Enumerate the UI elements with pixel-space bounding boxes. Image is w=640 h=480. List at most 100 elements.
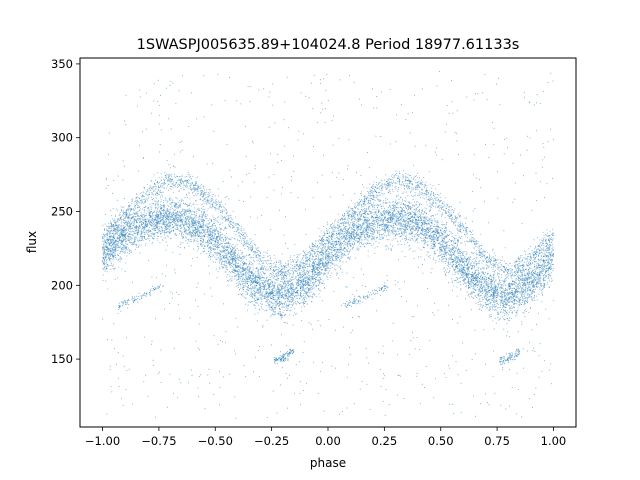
- data-point: [342, 256, 344, 258]
- data-point: [302, 281, 305, 283]
- data-point: [251, 278, 253, 280]
- data-point: [194, 237, 196, 239]
- data-point: [309, 295, 311, 297]
- data-point: [269, 291, 271, 293]
- data-point: [202, 238, 204, 241]
- data-point: [290, 309, 292, 311]
- data-point: [134, 244, 136, 246]
- data-point: [453, 269, 455, 271]
- data-point: [187, 234, 189, 236]
- data-point: [546, 249, 548, 251]
- data-point: [442, 244, 444, 246]
- data-point: [260, 300, 263, 302]
- data-point: [530, 272, 532, 274]
- data-point: [128, 223, 130, 225]
- data-point: [126, 240, 128, 242]
- data-point: [110, 261, 112, 263]
- data-point: [304, 285, 307, 287]
- data-point: [465, 272, 467, 274]
- data-point: [444, 232, 446, 234]
- data-point: [184, 228, 186, 230]
- data-point: [272, 298, 274, 300]
- data-point: [492, 309, 494, 311]
- data-point: [288, 272, 290, 274]
- data-point: [153, 226, 155, 228]
- data-point: [293, 289, 295, 291]
- data-point: [418, 221, 421, 223]
- data-point: [343, 235, 345, 237]
- data-point: [326, 261, 328, 263]
- data-point: [337, 264, 339, 267]
- data-point: [494, 317, 496, 319]
- data-point: [323, 286, 326, 288]
- data-point: [216, 248, 218, 250]
- data-point: [273, 304, 275, 306]
- data-point: [406, 214, 408, 216]
- data-point: [360, 243, 363, 245]
- data-point: [365, 226, 367, 228]
- data-point: [493, 281, 495, 284]
- data-point: [143, 213, 145, 215]
- data-point: [103, 254, 105, 256]
- data-point: [129, 228, 131, 230]
- data-point: [428, 205, 431, 207]
- data-point: [238, 259, 240, 262]
- data-point: [173, 209, 175, 211]
- data-point: [285, 306, 287, 308]
- data-point: [271, 274, 273, 276]
- data-point: [301, 271, 303, 273]
- data-point: [515, 296, 517, 298]
- data-point: [527, 283, 529, 285]
- data-point: [104, 240, 106, 242]
- data-point: [507, 319, 509, 321]
- data-point: [382, 193, 384, 195]
- data-point: [536, 263, 538, 265]
- data-point: [377, 231, 379, 233]
- data-point: [344, 231, 346, 233]
- data-point: [430, 207, 432, 209]
- data-point: [431, 242, 433, 244]
- data-point: [295, 303, 298, 305]
- data-point: [140, 239, 143, 241]
- data-point: [340, 249, 342, 251]
- data-point: [283, 294, 285, 296]
- data-point: [433, 223, 435, 225]
- data-point: [304, 290, 306, 293]
- data-point: [209, 225, 212, 228]
- data-point: [174, 220, 176, 222]
- data-point: [332, 240, 334, 242]
- data-point: [119, 233, 121, 235]
- data-point: [241, 279, 243, 281]
- data-point: [324, 269, 326, 271]
- data-point: [260, 285, 262, 287]
- data-point: [224, 244, 226, 247]
- data-point: [521, 275, 523, 277]
- data-point: [239, 278, 241, 280]
- data-point: [230, 262, 232, 264]
- data-point: [197, 226, 199, 229]
- data-point: [539, 259, 541, 261]
- data-point: [200, 207, 203, 209]
- data-point: [363, 210, 365, 213]
- data-point: [235, 260, 237, 262]
- data-point: [149, 217, 151, 219]
- data-point: [292, 273, 294, 275]
- data-point: [299, 268, 302, 270]
- data-point: [500, 317, 502, 319]
- data-point: [356, 231, 358, 233]
- data-point: [486, 294, 488, 296]
- data-point: [419, 202, 421, 204]
- data-point: [229, 265, 231, 267]
- data-point: [315, 278, 317, 280]
- data-point: [436, 220, 438, 222]
- data-point: [185, 223, 187, 225]
- data-point: [174, 210, 176, 212]
- data-point: [446, 268, 448, 270]
- data-point: [250, 263, 252, 266]
- data-point: [448, 246, 450, 248]
- data-point: [349, 227, 351, 230]
- data-point: [125, 262, 127, 264]
- data-point: [368, 222, 370, 224]
- data-point: [223, 250, 225, 252]
- data-point: [169, 198, 171, 200]
